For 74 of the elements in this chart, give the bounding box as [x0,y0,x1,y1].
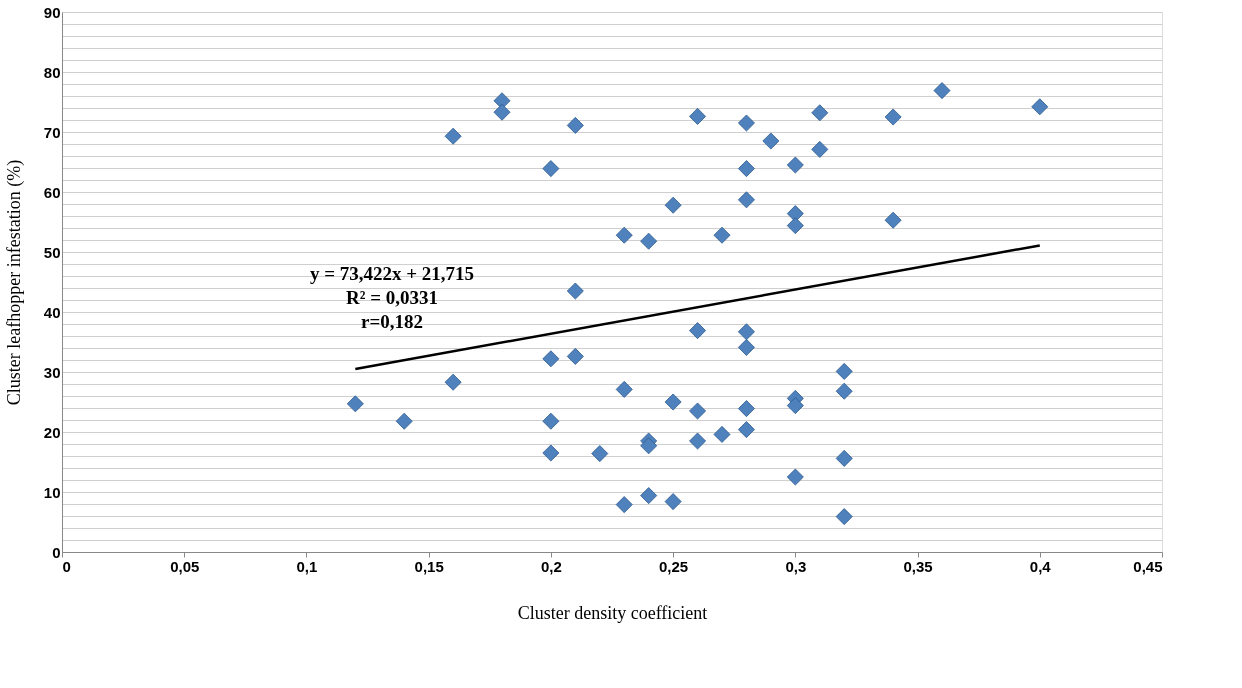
point [689,107,707,125]
point [542,444,560,462]
point [786,217,804,235]
point [640,487,658,505]
annotation: y = 73,422x + 21,715 [309,263,475,284]
point [395,412,413,430]
annotation: R² = 0,0331 [346,287,438,308]
point [542,160,560,178]
point [346,395,364,413]
point [884,108,902,126]
point [737,400,755,418]
point [664,493,682,511]
y-axis-title: Cluster leafhopper infestation (%) [3,159,25,406]
x-tick-label: 0,1 [296,557,318,575]
point [762,132,780,150]
point [737,191,755,209]
point [737,323,755,341]
point [664,393,682,411]
annotation: r=0,182 [360,311,424,332]
point [689,402,707,420]
point [933,82,951,100]
point [737,160,755,178]
x-tick-label: 0,2 [540,557,562,575]
x-axis-title: Cluster density coefficient [517,602,708,623]
point [493,103,511,121]
x-tick-label: 0,15 [414,557,444,575]
point [689,432,707,450]
x-tick-label: 0,05 [170,557,200,575]
point [566,116,584,134]
x-tick-label: 0,45 [1133,557,1163,575]
point [713,425,731,443]
point [737,114,755,132]
point [835,382,853,400]
y-tick-label: 40 [43,303,61,321]
point [640,437,658,455]
point [689,322,707,340]
y-tick-label: 0 [52,543,61,561]
y-tick-label: 80 [43,63,61,81]
point [542,412,560,430]
y-tick-label: 20 [43,423,61,441]
y-tick-label: 10 [43,483,61,501]
point [737,421,755,439]
point [786,156,804,174]
point [713,226,731,244]
x-tick-label: 0,25 [659,557,689,575]
point [737,338,755,356]
point [640,232,658,250]
y-tick-label: 70 [43,123,61,141]
point [835,508,853,526]
y-tick-label: 90 [43,3,61,21]
point [811,140,829,158]
point [566,347,584,365]
point [615,226,633,244]
x-tick-label: 0,35 [903,557,933,575]
point [444,127,462,145]
point [835,362,853,380]
point [786,397,804,415]
point [615,380,633,398]
point [811,104,829,122]
point [786,468,804,486]
point [591,445,609,463]
x-tick-label: 0,4 [1029,557,1052,575]
y-tick-label: 50 [43,243,61,261]
y-tick-label: 60 [43,183,61,201]
point [1031,98,1049,116]
y-tick-label: 30 [43,363,61,381]
point [566,282,584,300]
point [664,196,682,214]
x-tick-label: 0,3 [785,557,807,575]
point [542,350,560,368]
point [615,496,633,514]
point [835,449,853,467]
point [444,373,462,391]
point [884,211,902,229]
